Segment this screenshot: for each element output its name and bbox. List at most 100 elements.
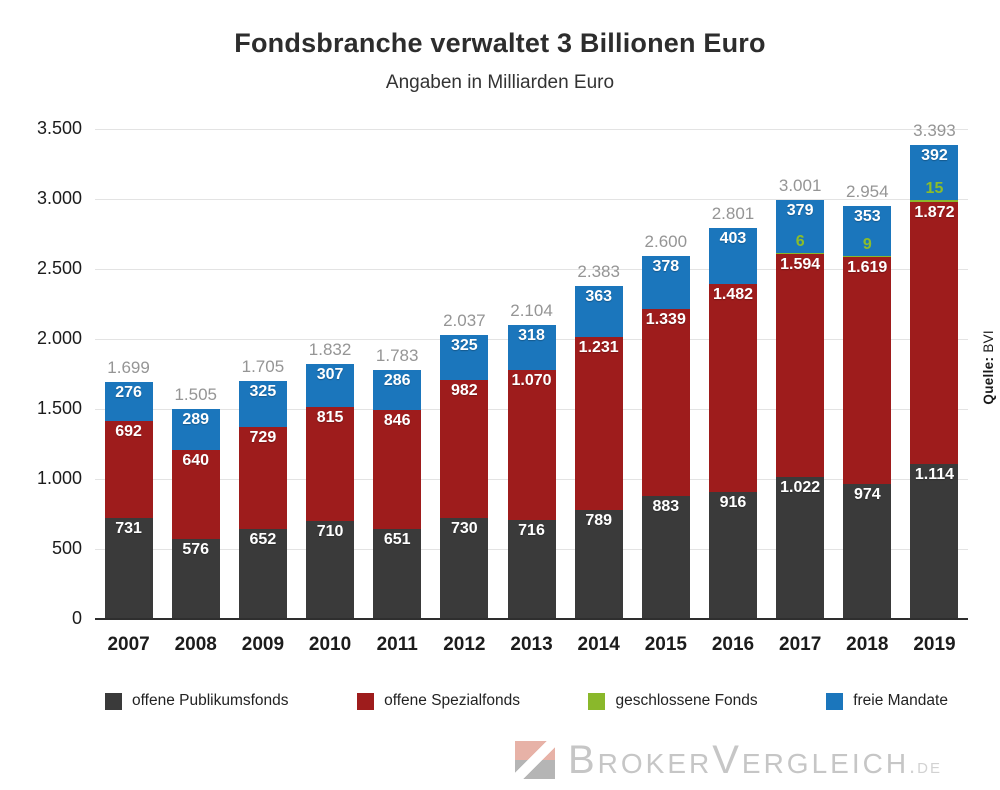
bar-segment: 916 xyxy=(708,491,757,620)
legend-label: geschlossene Fonds xyxy=(615,692,758,709)
bar-segment: 692 xyxy=(104,420,153,518)
segment-value-label: 378 xyxy=(652,258,680,276)
bar-total-label: 2.383 xyxy=(577,262,620,282)
stacked-bar-2012: 325 982 730 2.037 xyxy=(440,312,489,620)
segment-value-label: 982 xyxy=(451,382,478,400)
y-tick-label: 2.000 xyxy=(36,328,82,348)
brand-tld: .de xyxy=(909,753,942,778)
segment-value-label: 883 xyxy=(652,498,680,516)
gridline xyxy=(95,269,968,270)
stacked-bar-2008: 289 640 576 1.505 xyxy=(171,386,220,620)
segment-value-label: 1.872 xyxy=(914,203,955,221)
segment-value-label-floating: 6 xyxy=(795,232,805,250)
segment-value-label: 1.070 xyxy=(511,371,552,389)
segment-value-label: 652 xyxy=(249,530,277,548)
bar-segment: 379 xyxy=(776,199,825,253)
bar-segment: 378 xyxy=(641,256,690,309)
bar-segment xyxy=(910,199,959,202)
x-axis-line xyxy=(95,618,968,620)
stacked-bar-2017: 379 1.594 1.022 6 3.001 xyxy=(776,177,825,620)
x-tick-label-2013: 2013 xyxy=(510,634,553,655)
bar-segment: 883 xyxy=(641,496,690,620)
segment-value-label: 325 xyxy=(451,336,478,354)
x-tick-label-2011: 2011 xyxy=(376,634,418,655)
bar-group-2007: 276 692 731 1.699 xyxy=(95,130,162,620)
stacked-bar-2010: 307 815 710 1.832 xyxy=(306,341,355,620)
bar-total-label: 1.505 xyxy=(174,385,217,405)
y-tick-label: 3.500 xyxy=(36,118,82,138)
source-value: BVI xyxy=(981,330,996,353)
segment-value-label: 1.619 xyxy=(847,258,888,276)
segment-value-label: 325 xyxy=(249,383,277,401)
x-tick-label-2016: 2016 xyxy=(711,634,755,655)
bar-total-label: 2.954 xyxy=(846,182,889,202)
bar-segment: 1.022 xyxy=(776,476,825,620)
segment-value-label: 1.594 xyxy=(780,255,821,273)
bar-total-label: 2.600 xyxy=(644,232,688,251)
segment-value-label: 846 xyxy=(383,412,411,430)
bar-segment: 731 xyxy=(104,517,153,620)
y-tick-label: 1.000 xyxy=(36,468,82,488)
bar-segment: 1.594 xyxy=(776,253,825,477)
segment-value-label: 651 xyxy=(383,530,411,548)
bar-segment: 286 xyxy=(373,370,422,411)
x-axis: 2007 2008 2009 2010 2011 2012 2013 2014 2015 2016… xyxy=(95,634,968,656)
bar-total-label: 3.393 xyxy=(913,120,956,140)
segment-value-label: 363 xyxy=(585,288,613,306)
segment-value-label: 307 xyxy=(316,365,344,383)
bar-segment: 392 xyxy=(910,145,959,200)
x-tick-label-2014: 2014 xyxy=(577,634,620,655)
legend-swatch xyxy=(105,692,122,710)
bar-segment: 276 xyxy=(104,382,153,421)
bar-segment: 1.114 xyxy=(910,464,959,620)
gridline xyxy=(95,129,968,130)
x-tick-label-2010: 2010 xyxy=(308,634,352,655)
bar-total-label: 1.705 xyxy=(241,357,285,377)
source-note: Quelle: BVI xyxy=(981,330,996,405)
bar-group-2016: 403 1.482 916 2.801 xyxy=(699,130,766,620)
stacked-bar-2014: 363 1.231 789 2.383 xyxy=(574,263,623,620)
bar-group-2011: 286 846 651 1.783 xyxy=(364,130,431,620)
y-tick-label: 0 xyxy=(71,608,82,628)
bar-segment xyxy=(843,255,892,257)
bar-segment: 716 xyxy=(507,519,556,620)
segment-value-label: 640 xyxy=(182,451,210,469)
x-tick-label-2012: 2012 xyxy=(443,634,486,655)
segment-value-label: 716 xyxy=(518,521,545,539)
legend: offene Publikumsfonds offene Spezialfonds… xyxy=(105,692,948,710)
bar-segment: 974 xyxy=(843,483,892,620)
bar-segment: 325 xyxy=(238,381,287,427)
bar-segment: 1.482 xyxy=(708,284,757,492)
segment-value-label: 710 xyxy=(316,522,344,540)
segment-value-label: 403 xyxy=(719,229,747,247)
bar-group-2009: 325 729 652 1.705 xyxy=(229,130,296,620)
bar-group-2014: 363 1.231 789 2.383 xyxy=(565,130,632,620)
segment-value-label: 286 xyxy=(383,372,411,390)
bar-segment: 1.070 xyxy=(507,369,556,520)
segment-value-label-floating: 15 xyxy=(925,179,944,197)
x-tick-label-2008: 2008 xyxy=(174,634,217,655)
segment-value-label: 731 xyxy=(115,519,142,537)
legend-item: freie Mandate xyxy=(826,692,948,710)
legend-swatch xyxy=(826,692,844,710)
legend-item: offene Publikumsfonds xyxy=(105,692,289,710)
bar-segment: 307 xyxy=(306,363,355,407)
bar-segment: 325 xyxy=(440,334,489,381)
bar-segment: 1.872 xyxy=(910,201,959,465)
bar-segment: 846 xyxy=(373,410,422,529)
segment-value-label: 1.114 xyxy=(914,466,955,484)
bar-segment: 318 xyxy=(507,325,556,370)
segment-value-label: 353 xyxy=(853,208,881,226)
segment-value-label: 789 xyxy=(585,511,613,529)
bar-segment: 1.231 xyxy=(574,337,623,510)
legend-label: offene Spezialfonds xyxy=(384,692,520,709)
stacked-bar-2009: 325 729 652 1.705 xyxy=(238,358,287,620)
legend-swatch xyxy=(588,692,606,710)
stacked-bar-2015: 378 1.339 883 2.600 xyxy=(641,233,690,620)
bar-total-label: 2.037 xyxy=(443,310,486,330)
bar-group-2018: 353 1.619 974 9 2.954 xyxy=(834,130,901,620)
brand-name: BrokerVergleich xyxy=(567,738,910,782)
bar-segment: 710 xyxy=(306,520,355,620)
segment-value-label: 916 xyxy=(719,493,747,511)
stacked-bar-2018: 353 1.619 974 9 2.954 xyxy=(843,183,892,620)
